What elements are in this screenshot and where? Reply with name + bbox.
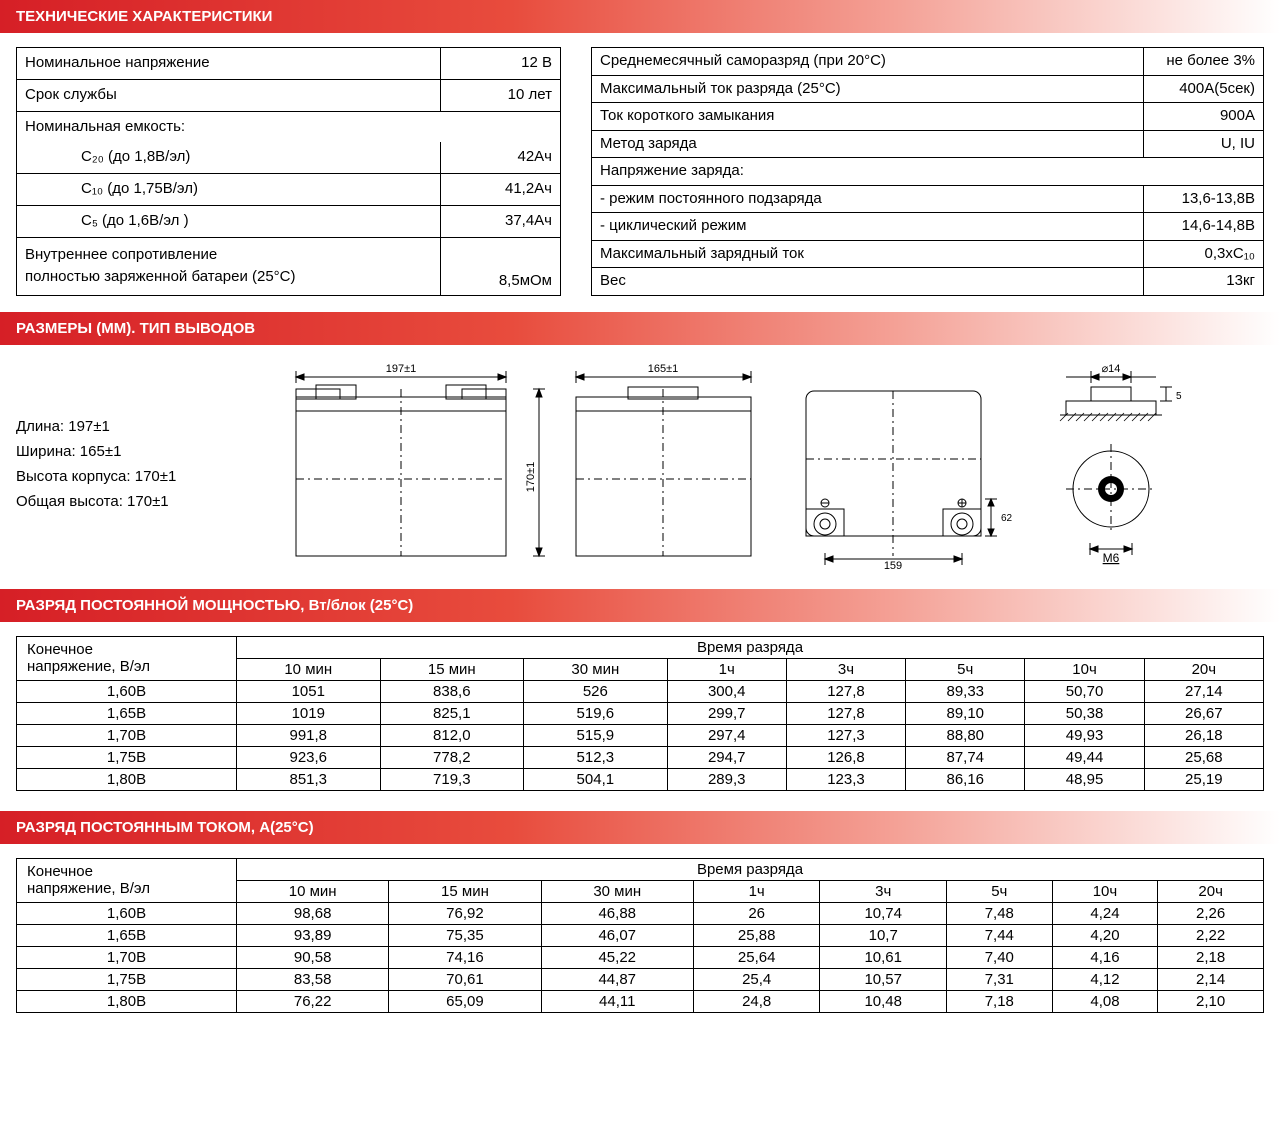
- current-corner: Конечноенапряжение, В/эл: [17, 858, 237, 902]
- section-header-current: РАЗРЯД ПОСТОЯННЫМ ТОКОМ, А(25°С): [0, 811, 1280, 844]
- tr-r3-label: Ток короткого замыкания: [592, 103, 1144, 131]
- tl-r5-label: С₁₀ (до 1,75В/эл): [17, 174, 441, 206]
- tr-r4-val: U, IU: [1144, 130, 1264, 158]
- power-discharge-table: Конечноенапряжение, В/эл Время разряда 1…: [16, 636, 1264, 791]
- table-row: 1,70В991,8812,0515,9297,4127,388,8049,93…: [17, 724, 1264, 746]
- tr-r4-label: Метод заряда: [592, 130, 1144, 158]
- tr-r7-label: - циклический режим: [592, 213, 1144, 241]
- table-row: 1,75В923,6778,2512,3294,7126,887,7449,44…: [17, 746, 1264, 768]
- table-row: 1,60В98,6876,9246,882610,747,484,242,26: [17, 902, 1264, 924]
- dim-length: Длина: 197±1: [16, 418, 246, 435]
- tr-r1-val: не более 3%: [1144, 48, 1264, 76]
- svg-text:159: 159: [883, 560, 901, 569]
- tr-r8-label: Максимальный зарядный ток: [592, 240, 1144, 268]
- dim-width: Ширина: 165±1: [16, 443, 246, 460]
- tl-r7-label: Внутреннее сопротивлениеполностью заряже…: [17, 237, 441, 295]
- tr-r6-val: 13,6-13,8В: [1144, 185, 1264, 213]
- table-row: 1,70В90,5874,1645,2225,6410,617,404,162,…: [17, 946, 1264, 968]
- tech-table-left: Номинальное напряжение12 В Срок службы10…: [16, 47, 561, 296]
- dim-body-height: Высота корпуса: 170±1: [16, 468, 246, 485]
- tl-r4-label: С₂₀ (до 1,8В/эл): [17, 142, 441, 173]
- tr-r7-val: 14,6-14,8В: [1144, 213, 1264, 241]
- tl-r6-val: 37,4Ач: [441, 205, 561, 237]
- tr-r2-val: 400А(5сек): [1144, 75, 1264, 103]
- table-row: 1,80В76,2265,0944,1124,810,487,184,082,1…: [17, 990, 1264, 1012]
- tl-r2-val: 10 лет: [441, 79, 561, 111]
- tl-r1-val: 12 В: [441, 48, 561, 80]
- dimensions-text: Длина: 197±1 Ширина: 165±1 Высота корпус…: [16, 410, 246, 518]
- tr-r2-label: Максимальный ток разряда (25°С): [592, 75, 1144, 103]
- tr-r9-val: 13кг: [1144, 268, 1264, 296]
- tr-r9-label: Вес: [592, 268, 1144, 296]
- tl-r1-label: Номинальное напряжение: [17, 48, 441, 80]
- svg-text:165±1: 165±1: [647, 363, 678, 375]
- dimensions-wrap: Длина: 197±1 Ширина: 165±1 Высота корпус…: [0, 359, 1280, 589]
- svg-text:⌀14: ⌀14: [1101, 363, 1120, 375]
- tl-r3-label: Номинальная емкость:: [17, 111, 561, 142]
- table-row: 1,65В93,8975,3546,0725,8810,77,444,202,2…: [17, 924, 1264, 946]
- current-discharge-table: Конечноенапряжение, В/эл Время разряда 1…: [16, 858, 1264, 1013]
- tl-r7-val: 8,5мОм: [441, 237, 561, 295]
- section-header-tech: ТЕХНИЧЕСКИЕ ХАРАКТЕРИСТИКИ: [0, 0, 1280, 33]
- current-time-header: Время разряда: [237, 858, 1264, 880]
- tr-r5-label: Напряжение заряда:: [592, 158, 1264, 186]
- power-corner: Конечноенапряжение, В/эл: [17, 636, 237, 680]
- svg-text:62: 62: [1001, 513, 1013, 524]
- section-header-power: РАЗРЯД ПОСТОЯННОЙ МОЩНОСТЬЮ, Вт/блок (25…: [0, 589, 1280, 622]
- section-header-dims: РАЗМЕРЫ (ММ). ТИП ВЫВОДОВ: [0, 312, 1280, 345]
- svg-text:M6: M6: [1102, 551, 1119, 565]
- tl-r6-label: С₅ (до 1,6В/эл ): [17, 205, 441, 237]
- svg-text:197±1: 197±1: [385, 363, 416, 375]
- tl-r5-val: 41,2Ач: [441, 174, 561, 206]
- svg-text:5: 5: [1176, 391, 1182, 402]
- tl-r4-val: 42Ач: [441, 142, 561, 173]
- tr-r1-label: Среднемесячный саморазряд (при 20°С): [592, 48, 1144, 76]
- table-row: 1,60В1051838,6526300,4127,889,3350,7027,…: [17, 680, 1264, 702]
- dim-total-height: Общая высота: 170±1: [16, 493, 246, 510]
- tr-r8-val: 0,3хС₁₀: [1144, 240, 1264, 268]
- table-row: 1,80В851,3719,3504,1289,3123,386,1648,95…: [17, 768, 1264, 790]
- table-row: 1,65В1019825,1519,6299,7127,889,1050,382…: [17, 702, 1264, 724]
- table-row: 1,75В83,5870,6144,8725,410,577,314,122,1…: [17, 968, 1264, 990]
- tr-r6-label: - режим постоянного подзаряда: [592, 185, 1144, 213]
- svg-text:170±1: 170±1: [525, 461, 537, 492]
- dimensions-drawing: 197±1 170±1 165±1: [276, 359, 1264, 569]
- tech-table-right: Среднемесячный саморазряд (при 20°С)не б…: [591, 47, 1264, 296]
- tech-tables-row: Номинальное напряжение12 В Срок службы10…: [0, 47, 1280, 312]
- power-time-header: Время разряда: [237, 636, 1264, 658]
- tl-r2-label: Срок службы: [17, 79, 441, 111]
- tr-r3-val: 900А: [1144, 103, 1264, 131]
